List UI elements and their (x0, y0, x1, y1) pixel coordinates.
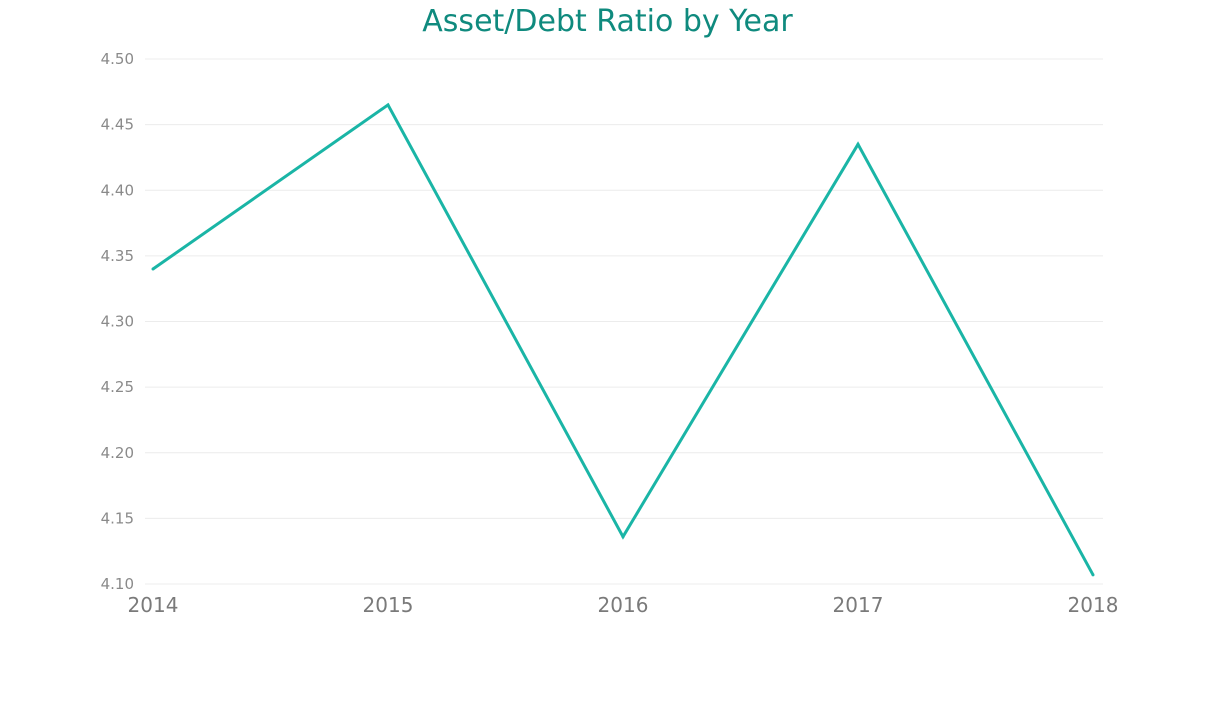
y-tick-label: 4.10 (101, 575, 134, 593)
x-tick-label: 2016 (598, 593, 649, 617)
data-point[interactable] (386, 103, 390, 107)
x-tick-label: 2015 (363, 593, 414, 617)
y-tick-label: 4.35 (101, 247, 134, 265)
y-tick-label: 4.25 (101, 378, 134, 396)
x-tick-label: 2018 (1068, 593, 1119, 617)
data-point[interactable] (1091, 573, 1095, 577)
chart-title: Asset/Debt Ratio by Year (422, 4, 793, 39)
y-tick-label: 4.20 (101, 444, 134, 462)
y-tick-label: 4.30 (101, 313, 134, 331)
y-tick-label: 4.50 (101, 50, 134, 68)
data-point[interactable] (621, 535, 625, 539)
x-tick-label: 2014 (128, 593, 179, 617)
gridlines (145, 58, 1103, 585)
y-axis-tick-labels: 4.50 4.45 4.40 4.35 4.30 4.25 4.20 4.15 4.10 (101, 50, 134, 593)
data-point[interactable] (151, 267, 155, 271)
y-tick-label: 4.45 (101, 116, 134, 134)
y-tick-label: 4.15 (101, 509, 134, 527)
series-layer (151, 102, 1095, 577)
x-axis-tick-labels: 2014 2015 2016 2017 2018 (128, 593, 1119, 617)
data-point[interactable] (856, 142, 860, 146)
series-line (152, 102, 1095, 576)
x-tick-label: 2017 (833, 593, 884, 617)
y-tick-label: 4.40 (101, 181, 134, 199)
